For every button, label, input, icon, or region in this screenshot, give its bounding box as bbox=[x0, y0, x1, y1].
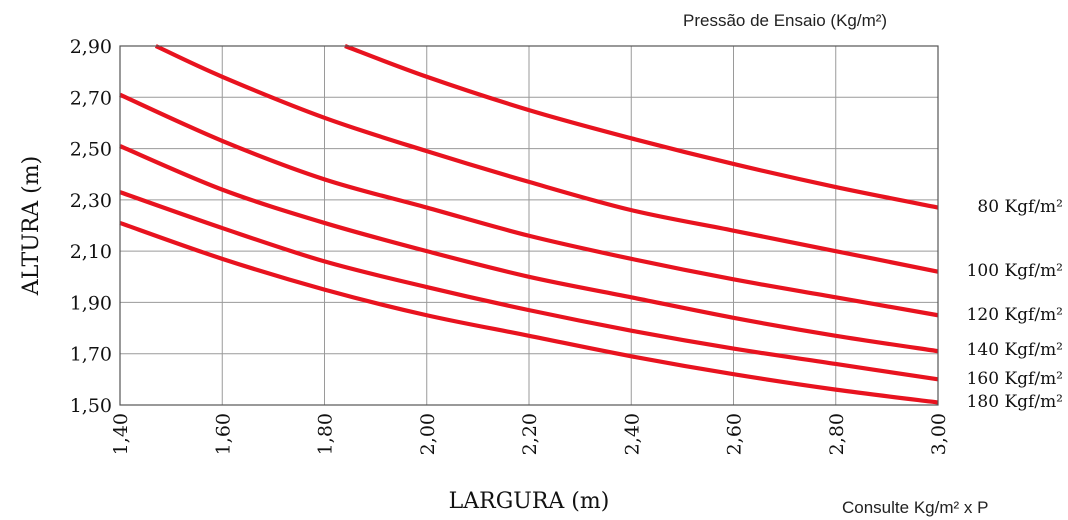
y-tick-label: 1,50 bbox=[70, 395, 112, 417]
footnote: Consulte Kg/m² x P bbox=[842, 498, 989, 517]
x-tick-label: 1,40 bbox=[110, 413, 132, 455]
plot-frame bbox=[119, 45, 939, 406]
x-tick-label: 2,00 bbox=[417, 413, 439, 455]
series-label: 80 Kgf/m² bbox=[977, 197, 1063, 217]
x-tick-label: 3,00 bbox=[928, 413, 950, 455]
chart-title: Pressão de Ensaio (Kg/m²) bbox=[683, 11, 888, 30]
x-tick-label: 2,20 bbox=[519, 413, 541, 455]
x-tick-label: 2,40 bbox=[621, 413, 643, 455]
series-line bbox=[119, 190, 939, 382]
x-tick-label: 1,80 bbox=[315, 413, 337, 455]
x-tick-label: 2,80 bbox=[826, 413, 848, 455]
y-tick-label: 1,90 bbox=[70, 292, 112, 314]
y-tick-label: 2,90 bbox=[70, 36, 112, 58]
x-tick-label: 2,60 bbox=[724, 413, 746, 455]
series-label: 180 Kgf/m² bbox=[967, 392, 1063, 412]
axes: 1,40 1,60 1,80 2,00 2,20 2,40 2,60 2,80 3,00 2,90… bbox=[19, 36, 950, 514]
y-tick-label: 2,30 bbox=[70, 190, 112, 212]
series-label: 160 Kgf/m² bbox=[967, 369, 1063, 389]
x-axis-title: LARGURA (m) bbox=[449, 489, 610, 514]
y-axis-title: ALTURA (m) bbox=[19, 156, 44, 296]
series-labels: 80 Kgf/m² 100 Kgf/m² 120 Kgf/m² 140 Kgf/m² 1… bbox=[967, 197, 1063, 412]
y-tick-label: 2,70 bbox=[70, 87, 112, 109]
y-tick-label: 2,50 bbox=[70, 139, 112, 161]
series-label: 100 Kgf/m² bbox=[967, 261, 1063, 281]
series-line bbox=[154, 44, 939, 274]
series-line bbox=[344, 44, 939, 210]
x-tick-label: 1,60 bbox=[212, 413, 234, 455]
series-label: 140 Kgf/m² bbox=[967, 340, 1063, 360]
series-line bbox=[119, 144, 939, 354]
y-tick-label: 1,70 bbox=[70, 344, 112, 366]
y-tick-label: 2,10 bbox=[70, 241, 112, 263]
series-line bbox=[119, 220, 939, 405]
series-lines bbox=[119, 44, 939, 405]
series-line bbox=[119, 92, 939, 318]
grid bbox=[119, 45, 939, 406]
series-label: 120 Kgf/m² bbox=[967, 305, 1063, 325]
